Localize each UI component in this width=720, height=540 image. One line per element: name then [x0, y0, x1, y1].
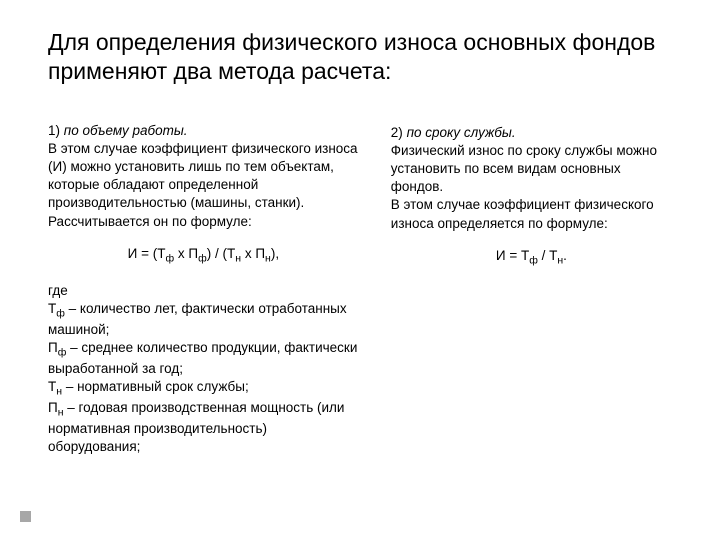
left-lead-text: по объему работы. [60, 123, 188, 138]
right-column: 2) по сроку службы. Физический износ по … [391, 122, 672, 457]
left-lead: 1) по объему работы. [48, 122, 359, 140]
slide-bullet-icon [20, 511, 31, 522]
slide: Для определения физического износа основ… [0, 0, 720, 540]
where-label: где [48, 283, 68, 298]
left-paragraph-1: В этом случае коэффициент физического из… [48, 140, 359, 231]
left-formula: И = (Тф x Пф) / (Тн x Пн), [48, 245, 359, 266]
page-title: Для определения физического износа основ… [48, 28, 672, 86]
left-lead-num: 1) [48, 123, 60, 138]
right-paragraph-1: Физический износ по сроку службы можно у… [391, 142, 672, 197]
columns: 1) по объему работы. В этом случае коэфф… [48, 122, 672, 457]
right-lead: 2) по сроку службы. [391, 124, 672, 142]
right-formula: И = Тф / Тн. [391, 247, 672, 268]
right-lead-num: 2) [391, 125, 403, 140]
right-lead-text: по сроку службы. [403, 125, 516, 140]
left-column: 1) по объему работы. В этом случае коэфф… [48, 122, 359, 457]
right-paragraph-2: В этом случае коэффициент физического из… [391, 196, 672, 232]
where-block: где Тф – количество лет, фактически отра… [48, 282, 359, 457]
